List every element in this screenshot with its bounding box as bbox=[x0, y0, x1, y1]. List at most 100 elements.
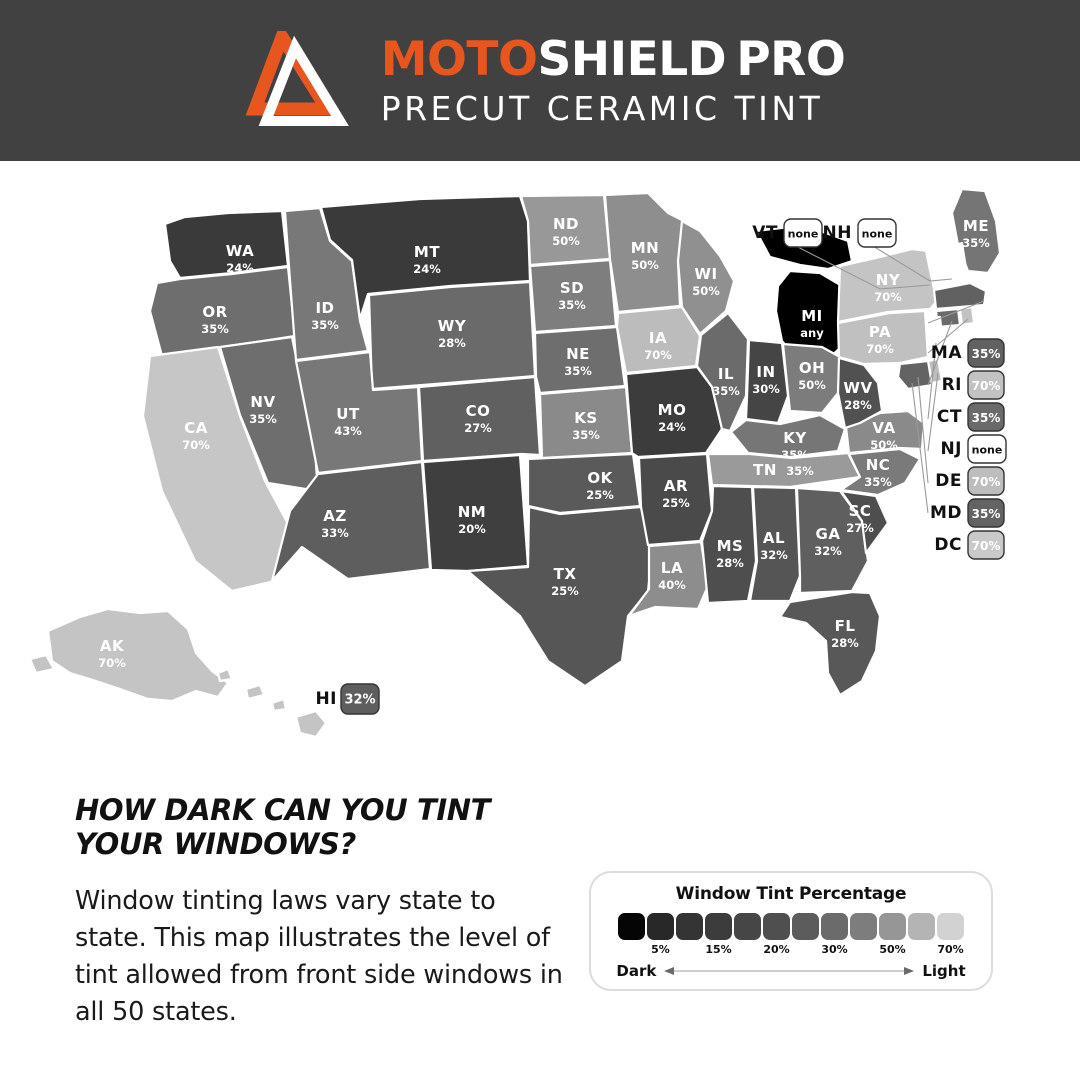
state-ar[interactable]: AR 25% bbox=[637, 452, 714, 547]
callout-nh-abbr: NH bbox=[823, 223, 852, 243]
state-ms-value: 28% bbox=[716, 556, 744, 570]
headline: HOW DARK CAN YOU TINT YOUR WINDOWS? bbox=[75, 793, 491, 862]
callout-md-value: 35% bbox=[972, 507, 1001, 521]
state-tn-shape[interactable] bbox=[706, 451, 862, 489]
state-md-shape[interactable] bbox=[896, 359, 934, 391]
state-mi[interactable]: MI any bbox=[754, 225, 854, 365]
bottom-section: HOW DARK CAN YOU TINT YOUR WINDOWS? Wind… bbox=[0, 771, 1080, 1080]
legend-tick-1: 5% bbox=[651, 943, 670, 956]
legend-tick-7: 30% bbox=[821, 943, 848, 956]
state-mt[interactable]: MT 24% bbox=[319, 194, 532, 321]
callout-hi-chip bbox=[340, 683, 380, 715]
state-ok-shape[interactable] bbox=[526, 452, 642, 515]
state-tn[interactable]: TN 35% bbox=[706, 451, 862, 489]
state-nc-abbr: NC bbox=[866, 456, 891, 474]
state-va-shape[interactable] bbox=[844, 409, 926, 455]
state-hi-islands[interactable] bbox=[216, 667, 328, 739]
legend-tick-9: 50% bbox=[879, 943, 906, 956]
callout-hi[interactable]: HI 32% bbox=[315, 683, 380, 715]
state-ar-value: 25% bbox=[662, 496, 690, 510]
state-nj[interactable] bbox=[924, 315, 946, 363]
state-sc[interactable]: SC 27% bbox=[839, 489, 890, 555]
state-ks[interactable]: KS 35% bbox=[538, 385, 634, 460]
state-wi[interactable]: WI 50% bbox=[676, 219, 736, 336]
state-wa[interactable]: WA 24% bbox=[163, 209, 290, 280]
callout-nj-chip bbox=[967, 434, 1007, 464]
callout-md-abbr: MD bbox=[930, 503, 962, 523]
connector-ma bbox=[927, 300, 985, 324]
state-va[interactable]: VA 50% bbox=[844, 409, 926, 455]
state-oh[interactable]: OH 50% bbox=[781, 342, 842, 415]
state-wv-shape[interactable] bbox=[836, 356, 884, 430]
state-il-shape[interactable] bbox=[695, 311, 750, 433]
state-ma[interactable] bbox=[932, 281, 988, 311]
legend-tick-10 bbox=[908, 943, 935, 956]
legend-title: Window Tint Percentage bbox=[675, 884, 907, 904]
state-nc-shape[interactable] bbox=[839, 447, 922, 497]
state-ak-shape[interactable] bbox=[28, 607, 230, 703]
legend-swatch-11 bbox=[937, 913, 964, 940]
state-il[interactable]: IL 35% bbox=[695, 311, 750, 433]
legend-swatch-2 bbox=[676, 913, 703, 940]
state-ut-abbr: UT bbox=[336, 405, 360, 423]
state-ma-shape[interactable] bbox=[932, 281, 988, 311]
state-fl-shape[interactable] bbox=[778, 590, 882, 697]
state-nv[interactable]: NV 35% bbox=[218, 335, 320, 493]
state-hi-shape[interactable] bbox=[216, 667, 328, 739]
callout-ri[interactable]: RI 70% bbox=[942, 370, 1005, 400]
callout-dc[interactable]: DC 70% bbox=[934, 530, 1005, 560]
state-nh[interactable] bbox=[946, 241, 970, 287]
state-pa[interactable]: PA 70% bbox=[836, 309, 930, 366]
state-in[interactable]: IN 30% bbox=[744, 338, 790, 425]
legend-swatch-3 bbox=[705, 913, 732, 940]
state-sd[interactable]: SD 35% bbox=[528, 258, 618, 334]
state-ny[interactable]: NY 70% bbox=[836, 247, 950, 324]
states-layer: WA 24% OR 35% CA 70% NV 35% bbox=[28, 187, 1002, 739]
callout-nj[interactable]: NJ none bbox=[940, 434, 1007, 464]
state-ne[interactable]: NE 35% bbox=[533, 325, 627, 395]
state-in-abbr: IN bbox=[756, 363, 775, 381]
motoshield-logo-icon bbox=[245, 30, 349, 126]
state-nh-shape[interactable] bbox=[946, 241, 970, 287]
state-fl-value: 28% bbox=[831, 636, 859, 650]
legend-swatch-4 bbox=[734, 913, 761, 940]
callout-ma[interactable]: MA 35% bbox=[931, 338, 1005, 368]
state-mi-value: any bbox=[800, 326, 824, 340]
state-nd-value: 50% bbox=[552, 234, 580, 248]
callout-de[interactable]: DE 70% bbox=[935, 466, 1005, 496]
state-md[interactable] bbox=[896, 359, 934, 391]
state-nd[interactable]: ND 50% bbox=[519, 193, 612, 267]
state-wv[interactable]: WV 28% bbox=[836, 356, 884, 430]
us-map-svg: WA 24% OR 35% CA 70% NV 35% bbox=[28, 187, 1007, 739]
state-mn[interactable]: MN 50% bbox=[603, 191, 690, 314]
state-ga[interactable]: GA 32% bbox=[795, 486, 870, 595]
state-fl[interactable]: FL 28% bbox=[778, 590, 882, 697]
callout-md[interactable]: MD 35% bbox=[930, 498, 1005, 528]
state-ky-shape[interactable] bbox=[729, 413, 847, 459]
callout-vt[interactable]: VT none bbox=[752, 218, 823, 248]
callout-ct[interactable]: CT 35% bbox=[937, 402, 1005, 432]
state-il-abbr: IL bbox=[718, 365, 734, 383]
state-ok[interactable]: OK 25% bbox=[526, 452, 642, 515]
state-ak[interactable]: AK 70% bbox=[28, 607, 230, 703]
state-co-shape[interactable] bbox=[417, 375, 542, 463]
state-nd-abbr: ND bbox=[553, 215, 579, 233]
state-pa-shape[interactable] bbox=[836, 309, 930, 366]
state-mo-value: 24% bbox=[658, 420, 686, 434]
state-nc[interactable]: NC 35% bbox=[839, 447, 922, 497]
state-sc-abbr: SC bbox=[849, 502, 872, 520]
state-nj-shape[interactable] bbox=[924, 315, 946, 363]
state-wy[interactable]: WY 28% bbox=[367, 280, 537, 391]
callout-nh[interactable]: NH none bbox=[823, 218, 897, 248]
state-al[interactable]: AL 32% bbox=[748, 485, 802, 603]
state-ak-value: 70% bbox=[98, 656, 126, 670]
state-oh-shape[interactable] bbox=[781, 342, 842, 415]
legend-tick-row: 5% 15% 20% 30% 50% 70% bbox=[591, 943, 991, 956]
state-sc-shape[interactable] bbox=[839, 489, 890, 555]
legend-swatch-0 bbox=[618, 913, 645, 940]
state-nm[interactable]: NM 20% bbox=[421, 453, 530, 573]
legend-tick-2 bbox=[676, 943, 703, 956]
state-co[interactable]: CO 27% bbox=[417, 375, 542, 463]
state-pa-abbr: PA bbox=[869, 323, 891, 341]
state-wi-shape[interactable] bbox=[676, 219, 736, 336]
